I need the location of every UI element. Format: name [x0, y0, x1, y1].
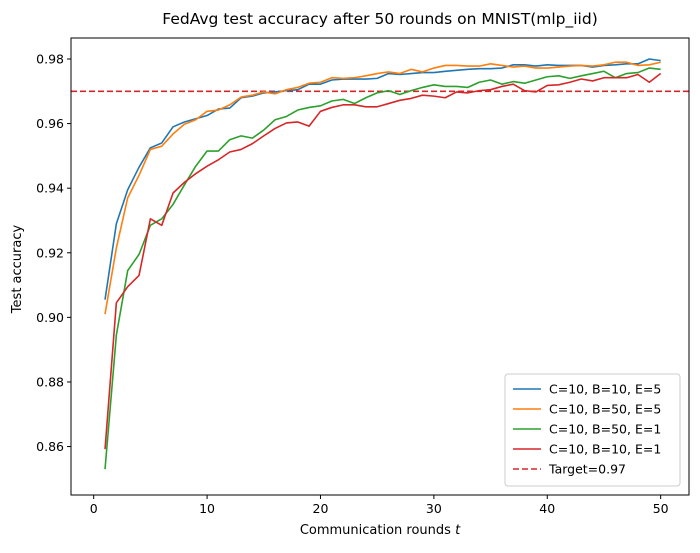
y-tick-label: 0.88 — [36, 374, 64, 389]
x-tick-label: 20 — [313, 501, 329, 516]
y-tick-label: 0.98 — [36, 51, 64, 66]
x-axis-title: Communication rounds t — [300, 523, 461, 538]
legend-box — [504, 373, 681, 487]
x-tick-label: 40 — [539, 501, 555, 516]
legend: C=10, B=10, E=5 C=10, B=50, E=5 C=10, B=50… — [504, 373, 681, 487]
y-axis-title: Test accuracy — [10, 225, 25, 315]
series-line-4 — [104, 72, 662, 450]
x-tick-label: 50 — [653, 501, 669, 516]
legend-label-3: C=10, B=50, E=1 — [549, 422, 661, 437]
legend-label-5: Target=0.97 — [548, 462, 626, 477]
legend-label-1: C=10, B=10, E=5 — [549, 382, 661, 397]
x-tick-label: 30 — [426, 501, 442, 516]
series-line-2 — [104, 61, 661, 315]
series-line-3 — [104, 67, 661, 470]
x-axis-title-text: Communication rounds — [300, 523, 451, 538]
y-tick-label: 0.86 — [36, 439, 64, 454]
x-axis-title-variable: t — [455, 523, 461, 538]
y-tick-label: 0.92 — [36, 245, 64, 260]
x-tick-label: 0 — [90, 501, 98, 516]
plot-frame — [70, 37, 690, 496]
legend-label-4: C=10, B=10, E=1 — [549, 442, 661, 457]
chart-title: FedAvg test accuracy after 50 rounds on … — [162, 10, 598, 29]
y-tick-label: 0.90 — [36, 310, 64, 325]
y-tick-label: 0.96 — [36, 116, 64, 131]
x-tick-label: 10 — [199, 501, 215, 516]
y-tick-label: 0.94 — [36, 181, 64, 196]
legend-label-2: C=10, B=50, E=5 — [549, 402, 661, 417]
